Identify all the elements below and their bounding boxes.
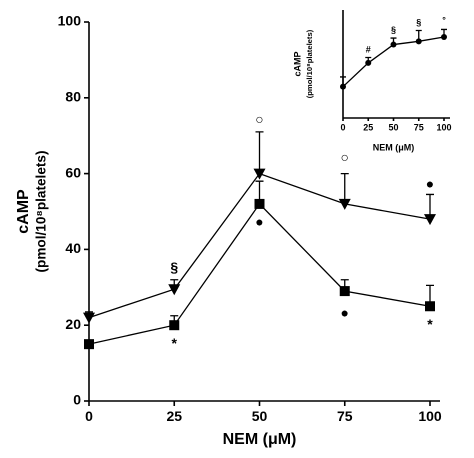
y-tick-label: 0 (73, 392, 81, 408)
marker (168, 284, 181, 296)
error-bar (340, 172, 349, 204)
marker (84, 339, 94, 350)
x-axis-label: NEM (μM) (373, 142, 415, 152)
x-tick-label: 100 (418, 408, 442, 424)
annotation: ○ (255, 111, 263, 127)
annotation: * (172, 335, 178, 351)
annotation: § (391, 25, 396, 35)
annotation: ° (442, 15, 446, 25)
marker (169, 320, 180, 331)
marker (254, 198, 265, 209)
marker (441, 34, 447, 40)
x-tick-label: 25 (363, 123, 373, 133)
y-tick-label: 20 (65, 316, 81, 332)
annotation: ● (426, 176, 434, 192)
x-tick-label: 0 (85, 408, 93, 424)
x-tick-label: 50 (252, 408, 268, 424)
x-axis-label: NEM (μM) (223, 431, 297, 448)
y-tick-label: 80 (65, 89, 81, 105)
y-tick-label: 40 (65, 240, 81, 256)
x-tick-label: 75 (414, 123, 424, 133)
marker (83, 312, 95, 324)
y-tick-label: 100 (58, 13, 82, 29)
annotation: § (170, 259, 178, 275)
y-axis-label: cAMP (292, 51, 302, 76)
x-tick-label: 0 (340, 123, 345, 133)
marker (424, 214, 436, 226)
marker (365, 59, 372, 66)
marker (339, 286, 350, 297)
y-tick-label: 60 (65, 164, 81, 180)
y-axis-label: cAMP (15, 189, 32, 234)
marker (390, 41, 397, 48)
annotation: § (416, 17, 421, 27)
marker (338, 198, 351, 210)
x-tick-label: 75 (337, 408, 353, 424)
annotation: # (366, 44, 371, 54)
annotation: ● (255, 214, 263, 230)
marker (415, 38, 422, 45)
marker (425, 301, 435, 312)
error-bar (255, 131, 264, 174)
annotation: ● (341, 305, 349, 321)
y-axis-label: (pmol/10⁸platelets) (305, 29, 314, 98)
x-tick-label: 25 (166, 408, 182, 424)
x-tick-label: 100 (436, 123, 451, 133)
annotation: * (427, 316, 433, 332)
annotation: ○ (341, 149, 349, 165)
x-tick-label: 50 (388, 123, 398, 133)
marker (340, 83, 346, 90)
y-axis-label: (pmol/10⁸platelets) (34, 151, 49, 273)
marker (253, 168, 266, 180)
